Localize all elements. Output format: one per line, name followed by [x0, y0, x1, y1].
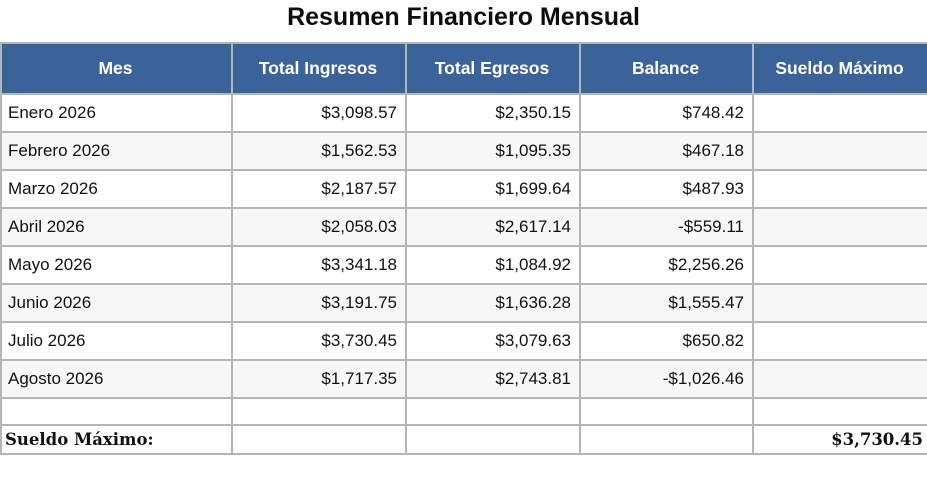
cell-balance: -$559.11: [579, 207, 754, 247]
cell-balance: $2,256.26: [579, 245, 754, 285]
cell-mes: Abril 2026: [0, 207, 233, 247]
cell-mes: Mayo 2026: [0, 245, 233, 285]
cell-balance: $650.82: [579, 321, 754, 361]
table-row: Mayo 2026 $3,341.18 $1,084.92 $2,256.26: [0, 245, 927, 285]
table-row: Agosto 2026 $1,717.35 $2,743.81 -$1,026.46: [0, 359, 927, 399]
cell-ingresos: $3,098.57: [231, 93, 407, 133]
cell-empty: [231, 397, 407, 426]
cell-egresos: $1,095.35: [405, 131, 581, 171]
table-row: Julio 2026 $3,730.45 $3,079.63 $650.82: [0, 321, 927, 361]
cell-mes: Junio 2026: [0, 283, 233, 323]
cell-egresos: $1,084.92: [405, 245, 581, 285]
cell-mes: Marzo 2026: [0, 169, 233, 209]
cell-empty: [405, 397, 581, 426]
cell-ingresos: $3,191.75: [231, 283, 407, 323]
table-body: Enero 2026 $3,098.57 $2,350.15 $748.42 Febre…: [0, 93, 927, 455]
summary-value: $3,730.45: [752, 424, 927, 455]
summary-label: Sueldo Máximo:: [0, 424, 233, 455]
cell-egresos: $1,636.28: [405, 283, 581, 323]
cell-ingresos: $1,717.35: [231, 359, 407, 399]
cell-egresos: $3,079.63: [405, 321, 581, 361]
cell-empty: [231, 424, 407, 455]
column-header-total-ingresos: Total Ingresos: [231, 42, 407, 95]
cell-sueldo: [752, 321, 927, 361]
cell-egresos: $2,617.14: [405, 207, 581, 247]
cell-egresos: $2,743.81: [405, 359, 581, 399]
cell-ingresos: $3,341.18: [231, 245, 407, 285]
table-header-row: Mes Total Ingresos Total Egresos Balance…: [0, 42, 927, 95]
column-header-total-egresos: Total Egresos: [405, 42, 581, 95]
cell-ingresos: $2,058.03: [231, 207, 407, 247]
table-row: Junio 2026 $3,191.75 $1,636.28 $1,555.47: [0, 283, 927, 323]
cell-ingresos: $1,562.53: [231, 131, 407, 171]
cell-sueldo: [752, 93, 927, 133]
cell-empty: [0, 397, 233, 426]
cell-sueldo: [752, 207, 927, 247]
table-row: Enero 2026 $3,098.57 $2,350.15 $748.42: [0, 93, 927, 133]
table-row: Febrero 2026 $1,562.53 $1,095.35 $467.18: [0, 131, 927, 171]
cell-ingresos: $3,730.45: [231, 321, 407, 361]
page-title: Resumen Financiero Mensual: [287, 3, 640, 31]
cell-egresos: $2,350.15: [405, 93, 581, 133]
cell-sueldo: [752, 169, 927, 209]
cell-empty: [579, 424, 754, 455]
cell-empty: [405, 424, 581, 455]
column-header-sueldo-maximo: Sueldo Máximo: [752, 42, 927, 95]
cell-balance: $467.18: [579, 131, 754, 171]
cell-mes: Julio 2026: [0, 321, 233, 361]
cell-balance: -$1,026.46: [579, 359, 754, 399]
cell-sueldo: [752, 359, 927, 399]
column-header-balance: Balance: [579, 42, 754, 95]
cell-sueldo: [752, 245, 927, 285]
cell-sueldo: [752, 283, 927, 323]
cell-mes: Enero 2026: [0, 93, 233, 133]
table-row: Abril 2026 $2,058.03 $2,617.14 -$559.11: [0, 207, 927, 247]
cell-balance: $748.42: [579, 93, 754, 133]
cell-mes: Febrero 2026: [0, 131, 233, 171]
table-row: Marzo 2026 $2,187.57 $1,699.64 $487.93: [0, 169, 927, 209]
cell-ingresos: $2,187.57: [231, 169, 407, 209]
cell-empty: [579, 397, 754, 426]
cell-sueldo: [752, 131, 927, 171]
cell-egresos: $1,699.64: [405, 169, 581, 209]
empty-row: [0, 397, 927, 426]
cell-mes: Agosto 2026: [0, 359, 233, 399]
cell-empty: [752, 397, 927, 426]
cell-balance: $1,555.47: [579, 283, 754, 323]
financial-table: Mes Total Ingresos Total Egresos Balance…: [0, 42, 927, 455]
column-header-mes: Mes: [0, 42, 233, 95]
summary-row: Sueldo Máximo: $3,730.45: [0, 424, 927, 455]
cell-balance: $487.93: [579, 169, 754, 209]
